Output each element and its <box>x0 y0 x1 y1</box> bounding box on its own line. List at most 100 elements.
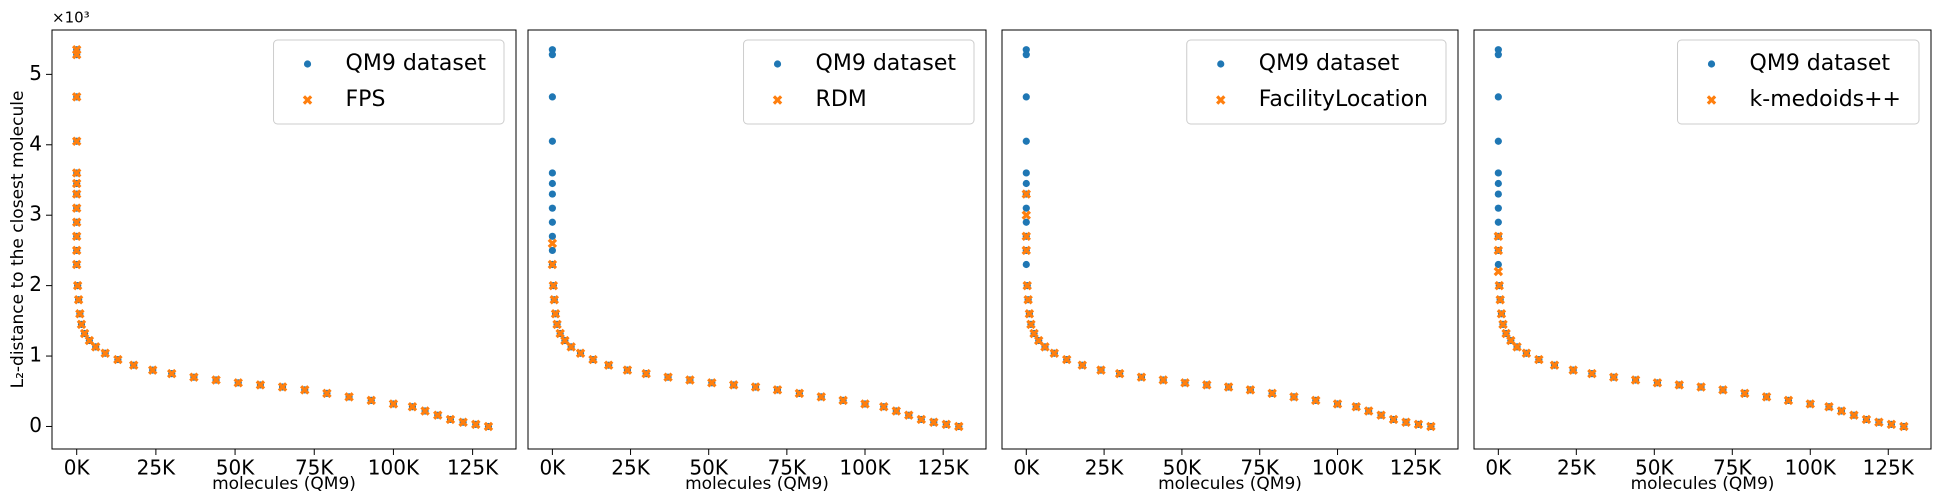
point <box>420 406 430 416</box>
point <box>79 328 90 339</box>
legend-frame <box>1677 39 1920 125</box>
point <box>663 372 673 382</box>
x-tick-label: 100K <box>839 456 891 480</box>
legend: QM9 dataset RDM <box>743 39 975 125</box>
point <box>603 360 614 370</box>
legend: QM9 dataset FacilityLocation <box>1186 39 1447 125</box>
axes-frame <box>1473 29 1932 450</box>
point <box>166 368 177 379</box>
point <box>189 372 199 382</box>
point <box>1549 360 1560 370</box>
y-tick-label: 3 <box>29 202 42 226</box>
point <box>471 419 481 430</box>
point <box>1874 417 1884 427</box>
point <box>1022 280 1032 291</box>
x-axis-label: molecules (QM9) <box>1631 474 1775 494</box>
point <box>1534 354 1544 365</box>
point <box>555 328 565 339</box>
point <box>71 49 82 60</box>
point <box>1568 365 1578 375</box>
point <box>548 46 556 54</box>
legend: QM9 dataset FPS <box>273 39 505 125</box>
point <box>255 380 266 390</box>
point <box>548 280 559 291</box>
legend-label: QM9 dataset <box>816 51 957 76</box>
y-tick-label: 4 <box>29 131 42 155</box>
point <box>838 395 848 406</box>
point <box>1496 309 1507 319</box>
legend-label: k-medoids++ <box>1750 87 1901 112</box>
point <box>458 417 468 427</box>
point <box>548 169 556 177</box>
point <box>1494 46 1502 54</box>
subplot: 0K 25K 50K 75K 100K 125K molecules (QM9) QM9 da… <box>1473 29 1932 494</box>
point <box>772 385 783 395</box>
point <box>1289 392 1299 402</box>
point <box>71 136 82 146</box>
point <box>1494 169 1502 177</box>
point <box>1652 378 1663 388</box>
point <box>90 342 101 352</box>
point <box>147 365 158 375</box>
legend-label: QM9 dataset <box>346 51 487 76</box>
point <box>1587 368 1597 379</box>
point <box>71 189 82 199</box>
point <box>73 294 84 305</box>
x-axis-label: molecules (QM9) <box>685 474 829 494</box>
point <box>1040 342 1050 352</box>
point <box>860 399 870 409</box>
x-tick-label: 100K <box>368 456 420 480</box>
x-tick-label: 0K <box>64 456 91 480</box>
points <box>1493 46 1909 432</box>
point <box>794 388 805 399</box>
point <box>1494 190 1502 198</box>
point <box>1494 51 1502 59</box>
subplot: 0K 25K 50K 75K 100K 125K molecules (QM9) QM9 da… <box>1001 29 1459 494</box>
point <box>641 368 651 379</box>
point <box>1493 231 1504 242</box>
x-tick-label: 100K <box>1312 456 1364 480</box>
subplot: 0K 25K 50K 75K 100K 125K 0 1 2 3 4 5 molecules (QM9)… <box>8 9 517 494</box>
point <box>1022 46 1030 54</box>
y-tick-label: 0 <box>29 413 42 437</box>
point <box>1426 421 1436 432</box>
point <box>548 93 556 101</box>
y-tick-label: 2 <box>29 272 42 296</box>
point <box>1493 266 1504 277</box>
point <box>1506 335 1516 346</box>
point <box>929 417 939 427</box>
point <box>388 399 399 409</box>
point <box>1498 319 1508 330</box>
point <box>211 375 221 385</box>
points <box>71 44 494 432</box>
point <box>1630 375 1641 385</box>
point <box>1267 388 1277 399</box>
point <box>1049 348 1060 358</box>
x-tick-label: 0K <box>539 456 566 480</box>
point <box>1022 93 1030 101</box>
point <box>1501 328 1511 339</box>
x-tick-label: 125K <box>447 456 499 480</box>
x-tick-label: 25K <box>611 456 650 480</box>
x-tick-label: 0K <box>1013 456 1040 480</box>
point <box>550 309 561 319</box>
x-axis-label: molecules (QM9) <box>1158 474 1302 494</box>
legend-marker <box>773 60 782 68</box>
point <box>1022 260 1030 269</box>
point <box>71 203 82 213</box>
point <box>548 179 556 188</box>
point <box>1740 388 1750 399</box>
point <box>728 380 739 390</box>
axes-frame <box>51 29 517 450</box>
legend-marker <box>772 95 783 105</box>
point <box>1096 365 1106 375</box>
point <box>1022 204 1030 212</box>
point <box>1022 218 1030 226</box>
point <box>552 319 562 330</box>
point <box>1136 372 1147 382</box>
point <box>916 414 927 425</box>
x-tick-label: 50K <box>1163 456 1202 480</box>
point <box>1026 319 1036 330</box>
point <box>433 410 443 420</box>
point <box>1805 399 1816 409</box>
